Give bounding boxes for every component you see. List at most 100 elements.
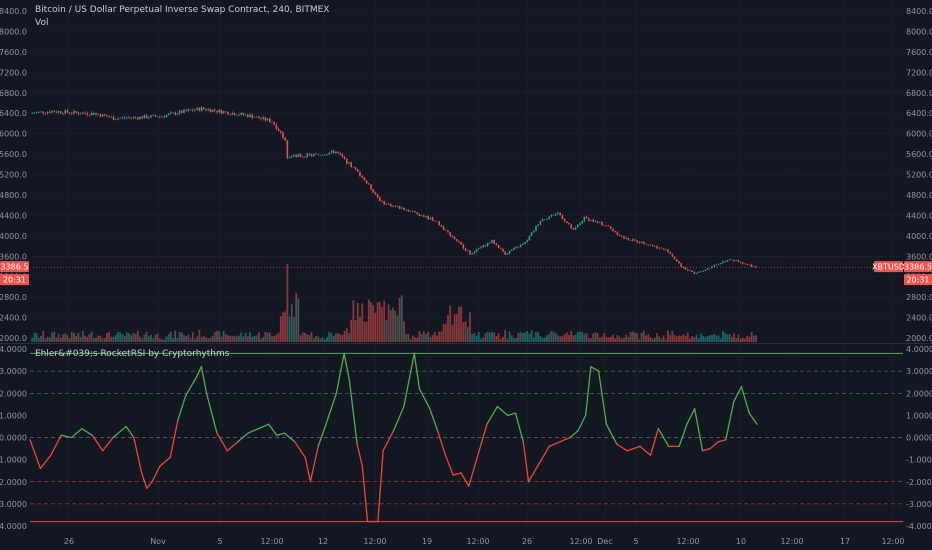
- candle-body: [231, 113, 234, 115]
- right-price-tick: 8400.0: [906, 7, 932, 16]
- volume-bar: [290, 304, 293, 342]
- volume-bar: [121, 334, 124, 342]
- rocket-rsi-segment: [382, 430, 395, 452]
- candle-body: [145, 115, 148, 119]
- rocket-rsi-line: [29, 352, 758, 523]
- volume-bar: [387, 304, 390, 342]
- candle-body: [577, 225, 579, 228]
- volume-bar: [447, 315, 449, 342]
- right-indicator-tick: 4.0000: [906, 345, 932, 354]
- right-price-axis[interactable]: 8400.0 8000.0 7600.0 7200.0 6800.0 6400.0 6000…: [906, 7, 932, 531]
- candle-body: [183, 109, 185, 113]
- volume-bar: [97, 335, 100, 342]
- volume-bar: [495, 336, 498, 342]
- right-price-tick: 7600.0: [906, 48, 932, 57]
- volume-bar: [385, 319, 388, 342]
- candle-body: [495, 243, 498, 246]
- volume-bar: [246, 336, 249, 342]
- rocket-rsi-segment: [169, 419, 179, 459]
- volume-bar: [394, 310, 397, 342]
- candle-body: [541, 219, 544, 222]
- volume-bar: [466, 326, 469, 342]
- volume-bar: [453, 314, 456, 342]
- volume-bar: [436, 335, 438, 342]
- volume-bar: [653, 337, 656, 342]
- candle-body: [451, 235, 454, 238]
- candle-body: [489, 242, 491, 244]
- time-tick: 17: [840, 537, 850, 546]
- candle-body: [165, 115, 168, 118]
- candle-body: [77, 112, 80, 114]
- candle-body: [456, 239, 458, 242]
- volume-bar: [130, 335, 133, 342]
- left-price-axis[interactable]: 8400.0 8000.0 7600.0 7200.0 6800.0 6400.0 6000…: [0, 7, 27, 531]
- volume-bar: [493, 332, 496, 342]
- rocket-rsi-segment: [507, 412, 517, 417]
- candle-body: [616, 232, 619, 235]
- candle-body: [746, 264, 748, 265]
- volume-bar: [704, 336, 707, 342]
- volume-bar: [521, 332, 524, 342]
- volume-bar: [537, 332, 540, 342]
- candle-body: [418, 214, 421, 216]
- left-price-tick: 2000.0: [0, 334, 27, 343]
- rocket-rsi-segment: [151, 465, 161, 483]
- candle-body: [473, 251, 476, 254]
- candle-body: [42, 111, 44, 114]
- rocket-rsi-segment: [185, 377, 197, 397]
- candle-body: [260, 118, 262, 119]
- volume-bar: [176, 337, 179, 342]
- rocket-rsi-segment: [709, 441, 719, 450]
- volume-bar: [198, 329, 201, 342]
- time-axis[interactable]: 26 Nov 5 12:00 12 12:00 19 12:00 26 12:00 Dec 5 12:0…: [64, 537, 905, 546]
- volume-bar: [711, 335, 713, 342]
- candle-body: [324, 154, 326, 156]
- volume-bar: [618, 336, 621, 342]
- volume-bar: [367, 299, 370, 342]
- candle-body: [671, 253, 674, 257]
- candle-body: [132, 116, 135, 118]
- candle-body: [550, 214, 553, 217]
- volume-bar: [169, 331, 172, 342]
- rocket-rsi-segment: [535, 445, 550, 470]
- volume-bar: [92, 338, 95, 342]
- volume-bar: [433, 332, 436, 342]
- candle-body: [390, 204, 392, 207]
- candle-body: [742, 262, 744, 264]
- volume-bar: [374, 312, 377, 342]
- candle-body: [429, 217, 432, 220]
- time-tick: 26: [64, 537, 74, 546]
- candle-body: [88, 114, 91, 116]
- candle-body: [84, 112, 86, 114]
- volume-bar: [35, 333, 38, 342]
- volume-bar: [301, 332, 304, 342]
- rocket-rsi-segment: [584, 366, 592, 417]
- left-price-tick: 5600.0: [0, 150, 27, 159]
- left-countdown: 20:31: [3, 276, 26, 285]
- candle-body: [445, 229, 447, 231]
- volume-bar: [561, 336, 564, 342]
- candle-body: [717, 263, 720, 265]
- volume-bar: [565, 332, 568, 342]
- volume-bar: [95, 337, 97, 342]
- candle-body: [134, 116, 137, 118]
- volume-bar: [211, 335, 214, 342]
- candle-body: [196, 107, 198, 110]
- volume-bar: [191, 332, 194, 342]
- candle-body: [709, 267, 711, 269]
- volume-bar: [330, 333, 333, 342]
- rocket-rsi-segment: [657, 427, 670, 448]
- candle-body: [218, 109, 220, 113]
- volume-bar: [667, 330, 669, 342]
- candle-body: [431, 217, 434, 221]
- volume-bar: [491, 331, 493, 342]
- candle-body: [460, 242, 462, 245]
- rocket-rsi-segment: [268, 423, 278, 436]
- price-candles: [31, 106, 757, 275]
- volume-bar: [218, 330, 221, 342]
- candle-body: [328, 152, 330, 155]
- rocket-rsi-segment: [597, 370, 608, 425]
- candle-body: [689, 270, 691, 272]
